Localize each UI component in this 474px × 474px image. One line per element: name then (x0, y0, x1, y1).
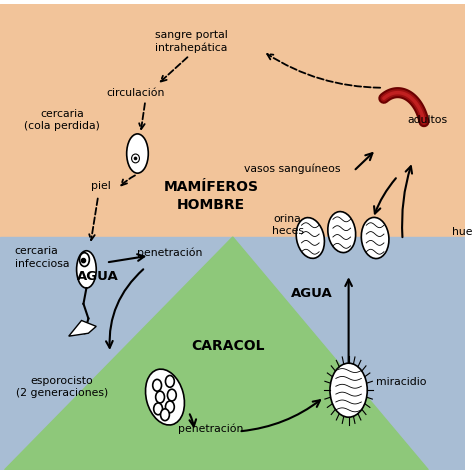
Ellipse shape (146, 369, 184, 425)
Text: orina
heces: orina heces (272, 214, 304, 237)
Ellipse shape (330, 363, 367, 417)
Polygon shape (5, 237, 428, 470)
Ellipse shape (161, 409, 169, 420)
Text: adultos: adultos (408, 115, 447, 125)
Text: miracidio: miracidio (376, 377, 427, 387)
Ellipse shape (165, 375, 174, 387)
Polygon shape (69, 320, 96, 336)
Ellipse shape (127, 134, 148, 173)
Ellipse shape (154, 403, 163, 415)
Ellipse shape (134, 157, 137, 160)
Ellipse shape (167, 389, 176, 401)
Text: penetración: penetración (137, 247, 202, 258)
Ellipse shape (77, 251, 96, 288)
Ellipse shape (155, 391, 164, 403)
Text: hue: hue (452, 227, 472, 237)
Text: CARACOL: CARACOL (191, 339, 264, 353)
Text: vasos sanguíneos: vasos sanguíneos (245, 164, 341, 174)
Text: esporocisto
(2 generaciones): esporocisto (2 generaciones) (16, 376, 108, 399)
Ellipse shape (328, 211, 356, 253)
Bar (0, 4, 465, 237)
Text: AGUA: AGUA (292, 287, 333, 301)
Text: circulación: circulación (106, 88, 164, 98)
Text: piel: piel (91, 181, 111, 191)
Text: penetración: penetración (178, 423, 244, 434)
Bar (0, 237, 465, 470)
Ellipse shape (296, 218, 324, 258)
Ellipse shape (132, 154, 139, 163)
Text: AGUA: AGUA (77, 270, 119, 283)
Ellipse shape (361, 218, 389, 258)
Text: cercaria
(cola perdida): cercaria (cola perdida) (24, 109, 100, 131)
Ellipse shape (82, 259, 85, 263)
Text: MAMÍFEROS
HOMBRE: MAMÍFEROS HOMBRE (164, 180, 259, 212)
Ellipse shape (165, 401, 174, 413)
Ellipse shape (153, 379, 162, 391)
Ellipse shape (80, 253, 90, 266)
Text: sangre portal
intrahepática: sangre portal intrahepática (155, 30, 228, 53)
Text: cercaria
infecciosa: cercaria infecciosa (15, 246, 69, 269)
